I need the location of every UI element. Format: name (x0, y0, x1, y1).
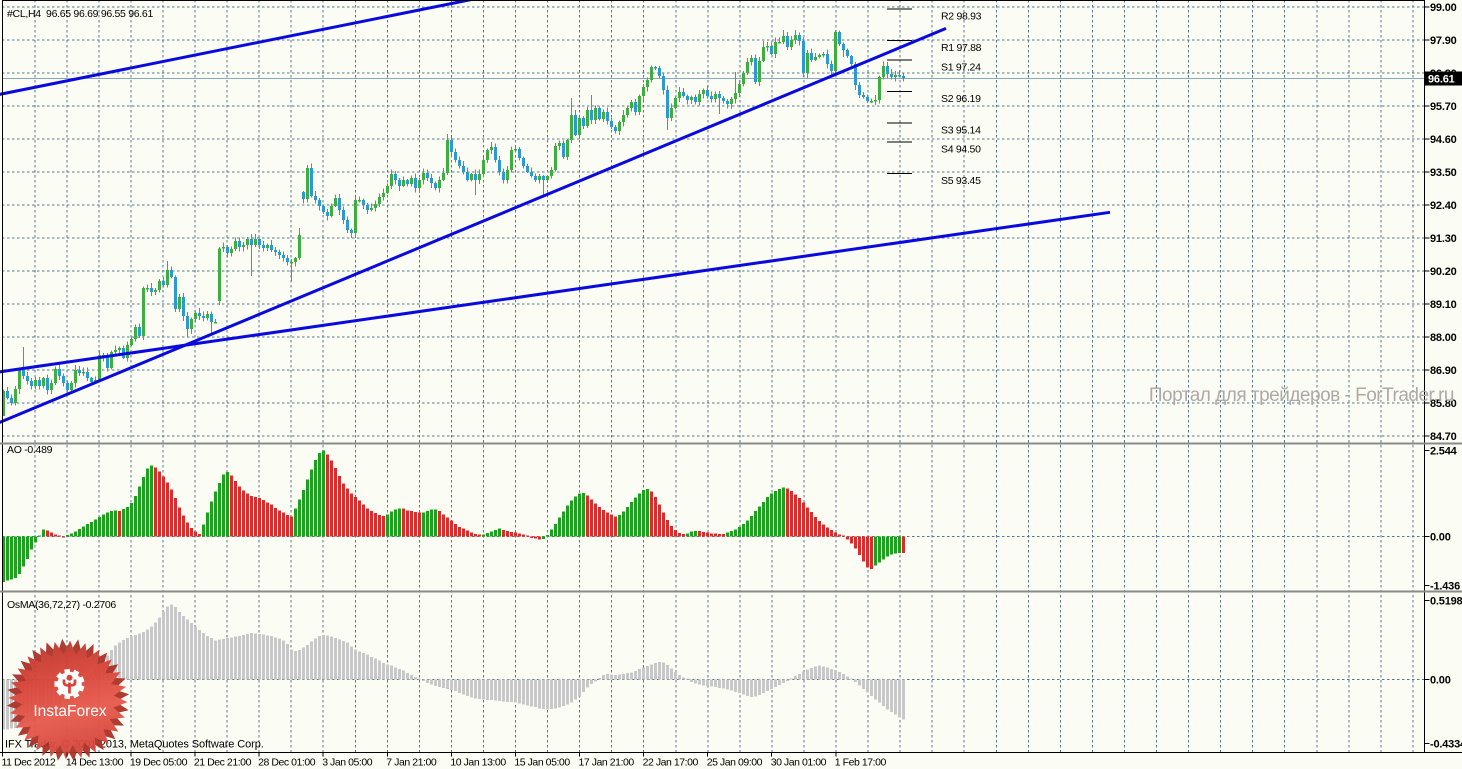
svg-text:3 Jan 05:00: 3 Jan 05:00 (322, 757, 373, 769)
svg-text:10 Jan 13:00: 10 Jan 13:00 (450, 757, 506, 769)
svg-text:95.70: 95.70 (1430, 101, 1457, 113)
svg-text:17 Jan 21:00: 17 Jan 21:00 (579, 757, 635, 769)
svg-text:0.5198: 0.5198 (1430, 596, 1462, 608)
svg-text:22 Jan 17:00: 22 Jan 17:00 (643, 757, 699, 769)
svg-text:28 Dec 01:00: 28 Dec 01:00 (258, 757, 316, 769)
svg-text:Портал для трейдеров - ForTrad: Портал для трейдеров - ForTrader.ru (1149, 385, 1454, 406)
svg-text:-0.4334: -0.4334 (1430, 739, 1462, 751)
svg-text:19 Dec 05:00: 19 Dec 05:00 (130, 757, 188, 769)
svg-text:94.60: 94.60 (1430, 134, 1457, 146)
svg-text:91.30: 91.30 (1430, 233, 1457, 245)
svg-text:11 Dec 2012: 11 Dec 2012 (2, 757, 56, 769)
svg-text:21 Dec 21:00: 21 Dec 21:00 (194, 757, 252, 769)
svg-text:30 Jan 01:00: 30 Jan 01:00 (771, 757, 827, 769)
svg-text:OsMA(36,72,27) -0.2706: OsMA(36,72,27) -0.2706 (7, 599, 116, 611)
svg-text:S4 94.50: S4 94.50 (941, 144, 981, 156)
svg-text:AO -0.489: AO -0.489 (7, 444, 53, 456)
svg-text:-1.436: -1.436 (1430, 581, 1460, 593)
svg-text:S5 93.45: S5 93.45 (941, 175, 981, 187)
svg-text:R1 97.88: R1 97.88 (941, 42, 982, 54)
svg-text:S2 96.19: S2 96.19 (941, 93, 981, 105)
svg-text:InstaForex: InstaForex (33, 703, 106, 720)
svg-text:90.20: 90.20 (1430, 266, 1457, 278)
svg-text:88.00: 88.00 (1430, 332, 1457, 344)
svg-text:99.00: 99.00 (1430, 2, 1457, 14)
svg-text:R2 98.93: R2 98.93 (941, 11, 982, 23)
svg-text:96.61: 96.61 (1428, 74, 1455, 86)
svg-text:85.80: 85.80 (1430, 398, 1457, 410)
svg-text:25 Jan 09:00: 25 Jan 09:00 (707, 757, 763, 769)
svg-text:15 Jan 05:00: 15 Jan 05:00 (514, 757, 570, 769)
svg-text:92.40: 92.40 (1430, 200, 1457, 212)
svg-text:89.10: 89.10 (1430, 299, 1457, 311)
svg-text:S3 95.14: S3 95.14 (941, 124, 981, 136)
svg-text:0.00: 0.00 (1430, 532, 1451, 544)
svg-text:0.00: 0.00 (1430, 675, 1451, 687)
svg-text:7 Jan 21:00: 7 Jan 21:00 (386, 757, 437, 769)
svg-text:#CL,H4 96.65 96.69 96.55 96.6: #CL,H4 96.65 96.69 96.55 96.61 (7, 8, 153, 20)
svg-text:93.50: 93.50 (1430, 167, 1457, 179)
svg-text:2.544: 2.544 (1430, 446, 1458, 458)
svg-text:14 Dec 13:00: 14 Dec 13:00 (66, 757, 124, 769)
svg-text:1 Feb 17:00: 1 Feb 17:00 (835, 757, 887, 769)
svg-text:S1 97.24: S1 97.24 (941, 61, 981, 73)
svg-text:86.90: 86.90 (1430, 365, 1457, 377)
svg-text:84.70: 84.70 (1430, 431, 1457, 443)
svg-text:97.90: 97.90 (1430, 35, 1457, 47)
